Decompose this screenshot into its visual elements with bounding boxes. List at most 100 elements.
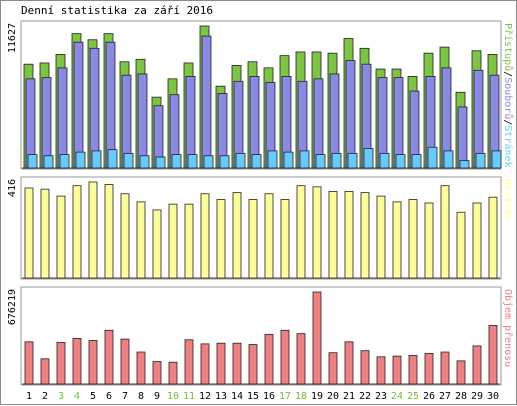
legend-entry: / <box>502 71 513 77</box>
chart-title: Denní statistika za září 2016 <box>21 4 214 17</box>
legend-entry: Objem přenosu <box>502 289 514 367</box>
bar-files <box>41 77 52 169</box>
bar-bytes <box>120 338 130 385</box>
bar-files <box>345 60 356 169</box>
bar-visits <box>40 188 50 279</box>
bar-bytes <box>168 361 178 385</box>
x-tick-label: 5 <box>90 391 96 402</box>
bar-visits <box>280 199 290 279</box>
bar-pages <box>203 155 214 169</box>
x-tick-label: 16 <box>263 391 275 402</box>
bar-visits <box>120 193 130 279</box>
bar-bytes <box>184 339 194 385</box>
bar-pages <box>491 150 502 169</box>
bar-bytes <box>40 358 50 385</box>
bar-bytes <box>216 342 226 385</box>
bar-pages <box>347 152 358 169</box>
bar-pages <box>123 152 134 169</box>
x-tick-label: 26 <box>423 391 435 402</box>
bar-pages <box>315 154 326 169</box>
bar-bytes <box>408 355 418 385</box>
bar-files <box>89 47 100 169</box>
x-tick-label: 3 <box>58 391 64 402</box>
y-max-label: 11627 <box>7 23 18 53</box>
legend: Přístupů/Souborů/Stránek <box>502 23 514 168</box>
bar-visits <box>392 201 402 279</box>
legend-entry: Návštěv <box>502 179 514 221</box>
bar-pages <box>219 155 230 169</box>
bar-visits <box>344 191 354 279</box>
bar-bytes <box>24 341 34 385</box>
x-tick-label: 17 <box>279 391 291 402</box>
bar-visits <box>456 211 466 279</box>
bar-pages <box>459 160 470 169</box>
bar-bytes <box>248 344 258 385</box>
bar-bytes <box>488 325 498 385</box>
bar-bytes <box>328 352 338 385</box>
bar-bytes <box>440 351 450 385</box>
bar-visits <box>376 195 386 279</box>
bar-bytes <box>376 356 386 385</box>
bar-pages <box>283 151 294 169</box>
bar-visits <box>232 192 242 279</box>
bar-pages <box>27 154 38 169</box>
x-tick-label: 27 <box>439 391 451 402</box>
bar-visits <box>56 195 66 279</box>
bar-visits <box>248 199 258 279</box>
legend-entry: Souborů <box>502 77 514 119</box>
bar-bytes <box>472 345 482 385</box>
legend-entry: Přístupů <box>502 23 514 71</box>
x-tick-label: 13 <box>215 391 227 402</box>
bar-pages <box>43 155 54 169</box>
bar-pages <box>363 148 374 169</box>
x-tick-label: 15 <box>247 391 259 402</box>
panel-visits: 416 Návštěv <box>7 176 514 280</box>
bar-bytes <box>152 361 162 385</box>
bar-bytes <box>200 343 210 385</box>
bar-bytes <box>88 340 98 385</box>
panel-bytes: 676219 Objem přenosu <box>7 286 514 386</box>
bar-visits <box>296 185 306 279</box>
panel-border <box>20 20 502 170</box>
bar-pages <box>475 152 486 169</box>
x-tick-label: 20 <box>327 391 339 402</box>
x-tick-label: 2 <box>42 391 48 402</box>
panel-border <box>20 286 502 386</box>
bar-bytes <box>392 355 402 385</box>
bar-visits <box>424 202 434 279</box>
bar-pages <box>251 154 262 169</box>
x-tick-label: 18 <box>295 391 307 402</box>
bar-visits <box>264 193 274 279</box>
x-tick-label: 29 <box>471 391 483 402</box>
bar-visits <box>72 185 82 279</box>
bar-files <box>105 41 116 169</box>
bar-visits <box>168 203 178 279</box>
bar-bytes <box>312 291 322 385</box>
bar-visits <box>408 199 418 279</box>
bar-pages <box>427 146 438 169</box>
bar-visits <box>24 187 34 279</box>
bar-pages <box>443 150 454 169</box>
legend: Návštěv <box>502 179 514 221</box>
bar-files <box>73 41 84 169</box>
panel-hits-files-pages: 11627 Přístupů/Souborů/Stránek <box>7 20 514 170</box>
bar-pages <box>107 149 118 169</box>
bar-pages <box>411 154 422 169</box>
y-max-label: 676219 <box>7 289 18 325</box>
bar-visits <box>136 201 146 279</box>
legend-entry: Stránek <box>502 125 514 167</box>
bar-bytes <box>424 352 434 385</box>
bar-bytes <box>232 342 242 385</box>
x-tick-label: 22 <box>359 391 371 402</box>
bar-pages <box>171 154 182 169</box>
x-tick-label: 28 <box>455 391 467 402</box>
bar-pages <box>299 150 310 169</box>
bar-pages <box>395 154 406 169</box>
x-tick-label: 23 <box>375 391 387 402</box>
bar-bytes <box>56 342 66 385</box>
bar-pages <box>139 155 150 169</box>
bar-pages <box>75 151 86 169</box>
bar-bytes <box>296 333 306 385</box>
bar-bytes <box>280 329 290 385</box>
